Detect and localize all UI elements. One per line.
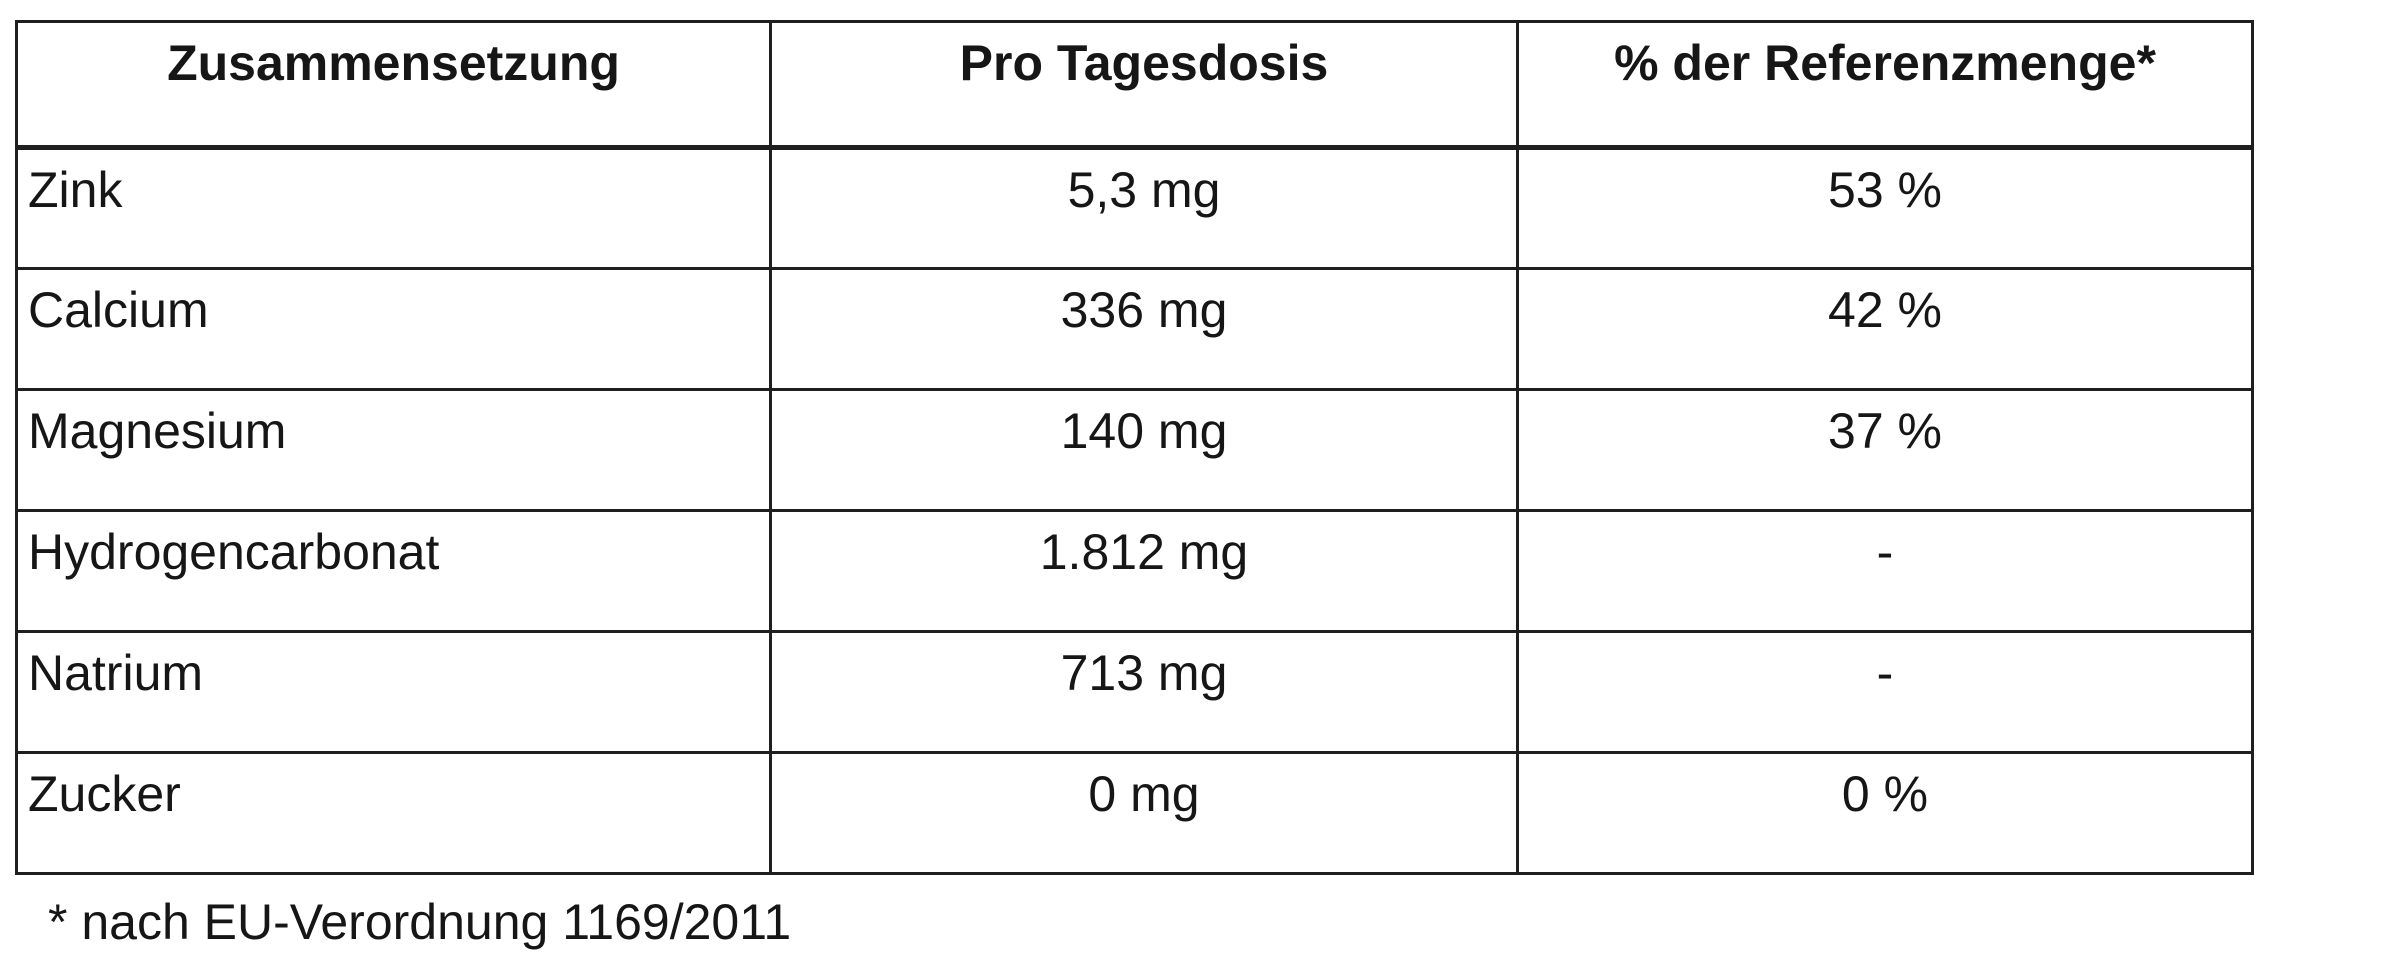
cell-dose: 336 mg: [769, 267, 1519, 391]
cell-name: Zucker: [15, 751, 772, 875]
cell-pct: 42 %: [1516, 267, 2254, 391]
footnote-eu-regulation: * nach EU-Verordnung 1169/2011: [48, 894, 792, 950]
table-row-hydrogencarbonat: Hydrogencarbonat 1.812 mg -: [15, 509, 2254, 633]
column-header-per-daily-dose: Pro Tagesdosis: [769, 20, 1519, 150]
nutrition-table: Zusammensetzung Pro Tagesdosis % der Ref…: [15, 20, 2254, 875]
cell-dose: 1.812 mg: [769, 509, 1519, 633]
cell-pct: 53 %: [1516, 146, 2254, 270]
nutrition-table-header: Zusammensetzung Pro Tagesdosis % der Ref…: [15, 20, 2254, 150]
column-header-composition: Zusammensetzung: [15, 20, 772, 150]
cell-pct: -: [1516, 630, 2254, 754]
cell-name: Calcium: [15, 267, 772, 391]
cell-dose: 5,3 mg: [769, 146, 1519, 270]
table-row-zucker: Zucker 0 mg 0 %: [15, 751, 2254, 875]
cell-name: Zink: [15, 146, 772, 270]
cell-name: Magnesium: [15, 388, 772, 512]
table-row-calcium: Calcium 336 mg 42 %: [15, 267, 2254, 391]
cell-dose: 0 mg: [769, 751, 1519, 875]
cell-name: Hydrogencarbonat: [15, 509, 772, 633]
cell-dose: 140 mg: [769, 388, 1519, 512]
nutrition-table-body: Zink 5,3 mg 53 % Calcium 336 mg 42 % Mag…: [15, 146, 2254, 875]
header-row: Zusammensetzung Pro Tagesdosis % der Ref…: [15, 20, 2254, 150]
cell-name: Natrium: [15, 630, 772, 754]
table-row-natrium: Natrium 713 mg -: [15, 630, 2254, 754]
cell-dose: 713 mg: [769, 630, 1519, 754]
cell-pct: 0 %: [1516, 751, 2254, 875]
table-row-zink: Zink 5,3 mg 53 %: [15, 146, 2254, 270]
column-header-pct-reference: % der Referenzmenge*: [1516, 20, 2254, 150]
cell-pct: 37 %: [1516, 388, 2254, 512]
cell-pct: -: [1516, 509, 2254, 633]
table-row-magnesium: Magnesium 140 mg 37 %: [15, 388, 2254, 512]
